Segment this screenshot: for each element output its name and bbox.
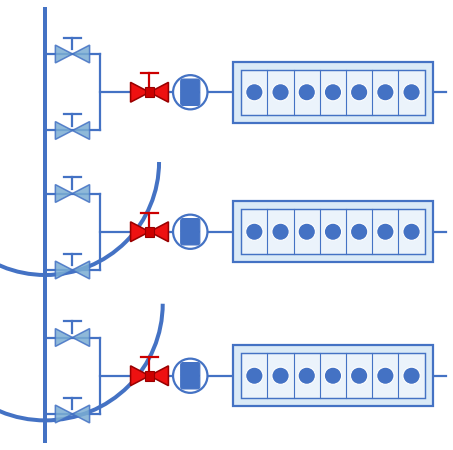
Circle shape [377,223,394,240]
Circle shape [246,367,263,384]
Polygon shape [130,366,149,386]
Circle shape [351,223,368,240]
FancyBboxPatch shape [181,374,200,389]
Polygon shape [55,45,72,63]
FancyBboxPatch shape [181,363,200,377]
Bar [233,346,433,406]
Circle shape [272,367,289,384]
Circle shape [403,84,420,101]
Polygon shape [55,405,72,423]
Circle shape [246,84,263,101]
Polygon shape [149,366,169,386]
Circle shape [272,84,289,101]
Polygon shape [55,328,72,346]
Polygon shape [149,222,169,242]
Circle shape [324,84,342,101]
Polygon shape [72,405,90,423]
Circle shape [298,223,315,240]
Circle shape [173,215,207,249]
Circle shape [351,84,368,101]
Circle shape [324,223,342,240]
Polygon shape [130,82,149,102]
Polygon shape [72,45,90,63]
FancyBboxPatch shape [181,79,200,94]
FancyBboxPatch shape [181,91,200,105]
Circle shape [351,367,368,384]
Polygon shape [55,184,72,202]
Polygon shape [72,261,90,279]
Circle shape [324,367,342,384]
Polygon shape [130,222,149,242]
Polygon shape [55,261,72,279]
Circle shape [377,84,394,101]
Bar [241,70,424,115]
Bar [145,227,154,237]
Bar [233,202,433,262]
FancyBboxPatch shape [181,219,200,233]
Circle shape [173,75,207,109]
Circle shape [298,84,315,101]
Circle shape [403,223,420,240]
Bar [233,62,433,122]
Polygon shape [149,82,169,102]
Polygon shape [72,122,90,140]
Circle shape [377,367,394,384]
Bar [145,371,154,381]
Bar [241,209,424,254]
Bar [145,87,154,97]
Polygon shape [72,328,90,346]
Circle shape [403,367,420,384]
Polygon shape [72,184,90,202]
Circle shape [298,367,315,384]
Polygon shape [55,122,72,140]
FancyBboxPatch shape [181,230,200,245]
Circle shape [173,359,207,393]
Circle shape [272,223,289,240]
Bar [241,353,424,398]
Circle shape [246,223,263,240]
